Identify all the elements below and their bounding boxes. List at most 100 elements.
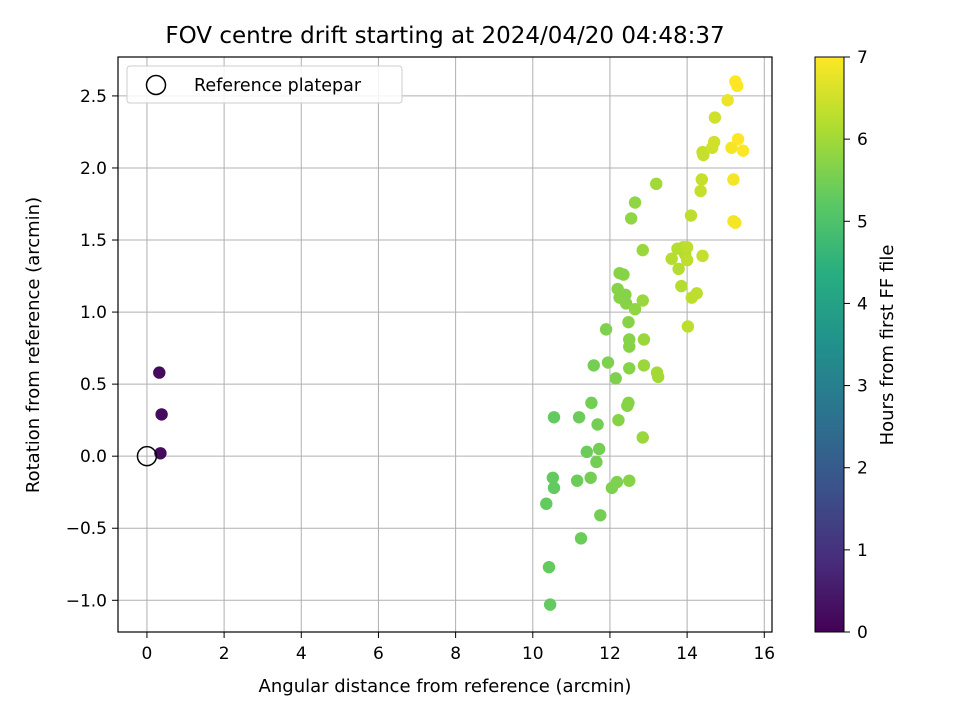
data-point — [609, 372, 622, 385]
data-point — [155, 408, 168, 421]
data-point — [612, 413, 625, 427]
data-point — [574, 532, 588, 545]
data-point — [546, 471, 560, 485]
x-axis-ticks: 0 2 4 6 8 10 12 14 16 — [142, 632, 775, 664]
data-point — [680, 241, 694, 254]
data-point — [587, 359, 600, 372]
data-point — [542, 560, 556, 574]
data-point — [684, 209, 698, 222]
data-point — [725, 141, 738, 154]
data-point — [154, 447, 167, 460]
data-point — [540, 497, 553, 510]
legend-marker — [145, 74, 167, 96]
y-tick-label: 2.5 — [80, 87, 107, 107]
data-point — [636, 243, 649, 257]
data-point — [623, 474, 636, 487]
y-tick-label: −1.0 — [66, 591, 107, 611]
x-tick-label: 16 — [753, 644, 775, 664]
data-point — [570, 474, 584, 487]
plot-frame — [117, 56, 773, 633]
colorbar-tick-label: 7 — [857, 48, 868, 68]
data-point — [543, 598, 557, 611]
x-tick-label: 6 — [373, 644, 384, 664]
data-point — [651, 370, 665, 384]
y-axis-label: Rotation from reference (arcmin) — [23, 197, 44, 493]
y-tick-label: 1.0 — [80, 303, 107, 323]
data-point — [622, 396, 635, 410]
data-point — [636, 431, 649, 444]
data-point — [628, 196, 642, 209]
data-point — [585, 396, 598, 410]
data-point — [731, 79, 744, 93]
data-point — [650, 177, 663, 191]
colorbar-tick-label: 3 — [857, 377, 868, 397]
data-point — [736, 144, 750, 157]
data-point — [153, 366, 166, 379]
data-point — [680, 253, 694, 267]
y-tick-label: 0.5 — [80, 375, 107, 395]
data-point — [624, 212, 638, 225]
data-point — [547, 481, 561, 495]
data-point — [690, 287, 703, 300]
data-point — [599, 323, 613, 336]
data-point — [672, 262, 685, 276]
data-point — [610, 475, 624, 489]
data-point — [637, 359, 651, 372]
data-point — [697, 148, 710, 162]
y-tick-label: −0.5 — [66, 519, 107, 539]
colorbar-tick-label: 1 — [857, 541, 868, 561]
data-point — [694, 184, 707, 198]
data-point — [572, 411, 586, 424]
colorbar-tick-label: 0 — [857, 623, 868, 643]
data-point — [665, 252, 678, 265]
data-point — [601, 356, 615, 369]
data-point — [547, 411, 561, 424]
data-point — [591, 418, 604, 431]
data-point — [681, 320, 695, 333]
data-point — [623, 362, 636, 375]
data-point — [619, 297, 633, 310]
x-tick-label: 2 — [219, 644, 230, 664]
legend-box — [126, 65, 403, 104]
data-point — [580, 445, 593, 459]
colorbar-tick-label: 4 — [857, 294, 868, 314]
data-point — [727, 173, 740, 186]
x-tick-label: 12 — [599, 644, 621, 664]
data-point — [622, 315, 635, 329]
data-point — [637, 333, 651, 346]
colorbar-label: Hours from first FF file — [877, 245, 898, 446]
data-point — [731, 132, 745, 146]
colorbar-ticks: 0 1 2 3 4 5 6 7 — [844, 48, 868, 643]
y-axis-ticks: −1.0 −0.5 0.0 0.5 1.0 1.5 2.0 2.5 — [66, 87, 118, 611]
data-point — [590, 455, 603, 469]
data-point — [729, 216, 742, 229]
data-point — [695, 173, 708, 186]
grid-lines — [118, 57, 772, 632]
data-point — [623, 340, 636, 353]
data-point — [708, 111, 722, 124]
y-tick-label: 1.5 — [80, 231, 107, 251]
x-axis-label: Angular distance from reference (arcmin) — [259, 676, 632, 697]
colorbar-tick-label: 6 — [857, 130, 868, 150]
reference-marker — [136, 445, 158, 467]
x-tick-label: 10 — [522, 644, 544, 664]
colorbar-tick-label: 5 — [857, 212, 868, 232]
data-point — [696, 249, 709, 263]
legend: Reference platepar — [126, 65, 403, 104]
chart-title: FOV centre drift starting at 2024/04/20 … — [165, 23, 724, 49]
x-tick-label: 0 — [142, 644, 153, 664]
data-points — [153, 75, 750, 611]
data-point — [636, 294, 649, 307]
x-tick-label: 4 — [296, 644, 307, 664]
legend-label: Reference platepar — [194, 76, 362, 96]
x-tick-label: 14 — [676, 644, 698, 664]
data-point — [592, 442, 606, 456]
data-point — [617, 268, 630, 281]
x-tick-label: 8 — [450, 644, 461, 664]
y-tick-label: 0.0 — [80, 447, 107, 467]
y-tick-label: 2.0 — [80, 159, 107, 179]
data-point — [584, 471, 597, 485]
data-point — [721, 94, 734, 107]
data-point — [628, 302, 642, 316]
